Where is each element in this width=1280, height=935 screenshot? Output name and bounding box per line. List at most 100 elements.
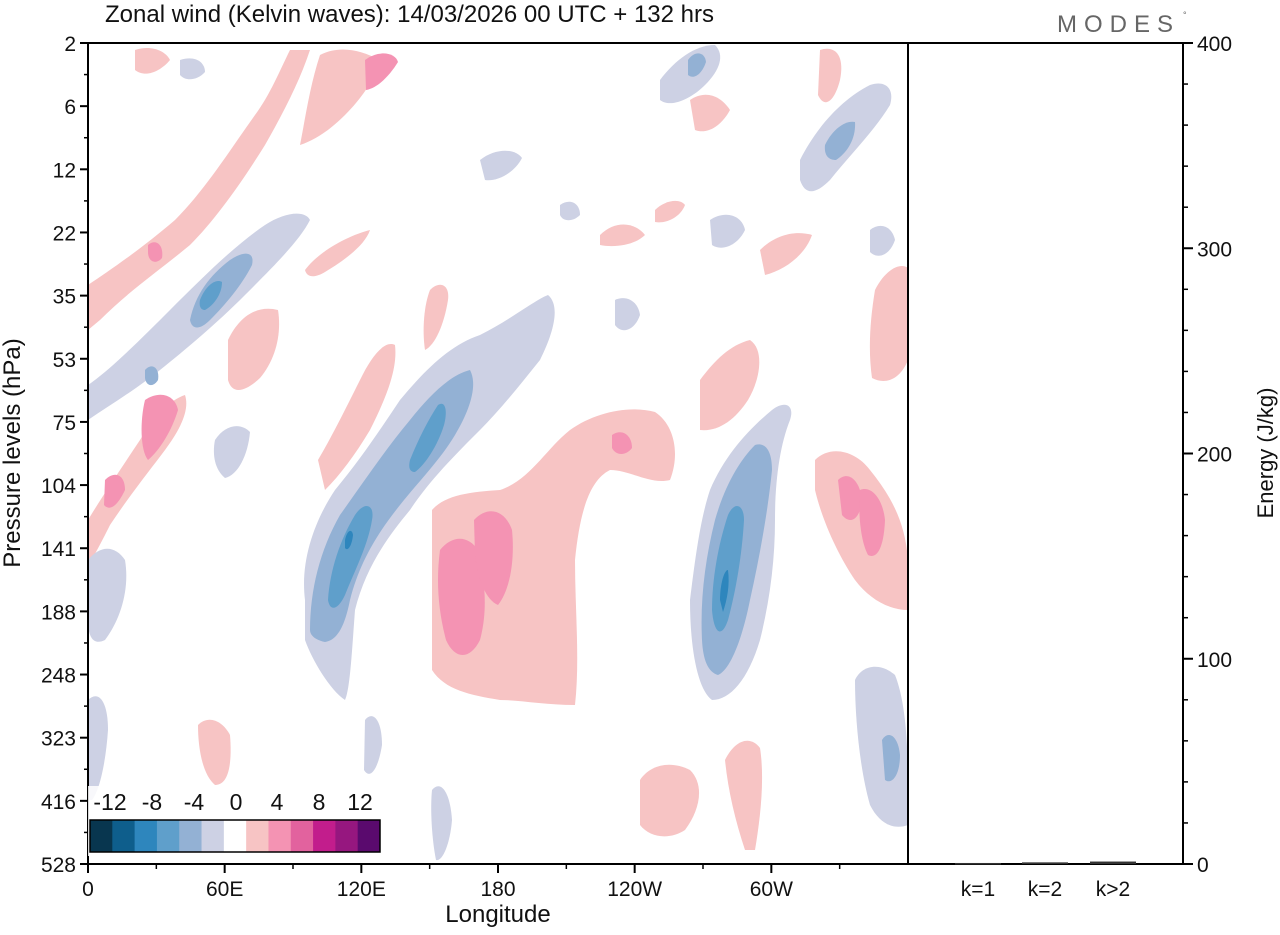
colorbar-swatch <box>313 820 336 852</box>
pos-core-top <box>365 53 398 90</box>
pos-core-east <box>838 476 862 520</box>
neg-mid-small-left <box>145 366 159 386</box>
pos-core-small-left <box>148 242 163 262</box>
neg-area-main-west <box>304 295 555 700</box>
energy-bar <box>1090 861 1136 864</box>
pos-area-south-stream <box>318 344 396 490</box>
neg-extreme-east <box>720 570 729 612</box>
x-tick-label: 120E <box>337 878 386 901</box>
neg-core-main-east <box>712 505 744 632</box>
colorbar-swatch <box>90 820 113 852</box>
pos-core-west-lower <box>104 474 125 508</box>
colorbar-swatch <box>201 820 225 852</box>
neg-area-mid-right <box>710 214 745 248</box>
neg-area-upper-center <box>560 201 580 221</box>
energy-category-label: k=2 <box>1028 878 1062 901</box>
x-tick-label: 60W <box>750 878 793 901</box>
y-tick-label: 35 <box>53 286 76 309</box>
y-tick-label: 6 <box>64 96 76 119</box>
colorbar-label: -8 <box>142 789 162 815</box>
neg-core-main-west <box>328 505 373 608</box>
x-axis-longitude: 0 60E 120E 180 120W 60W <box>82 864 841 901</box>
neg-area-top-left <box>180 58 205 80</box>
pos-area-top-left <box>135 48 170 74</box>
pos-area-top-edge <box>818 48 842 103</box>
brand-logo: MODES <box>1057 11 1180 38</box>
neg-area-bottom-mid-left <box>364 716 382 774</box>
pos-area-mid-streak <box>423 284 449 350</box>
pos-area-upper-tongue <box>305 230 370 277</box>
y-tick-label: 416 <box>41 791 76 814</box>
y-tick-label: 75 <box>53 412 76 435</box>
colorbar-label: 4 <box>271 789 284 815</box>
pos-area-central-blob <box>432 409 675 705</box>
colorbar-swatch <box>156 820 180 852</box>
colorbar-swatch <box>179 820 203 852</box>
pos-area-bottom-right <box>725 740 763 850</box>
neg-mid-top <box>688 53 706 77</box>
positive-light-areas <box>88 48 908 850</box>
energy-axis-label: Energy (J/kg) <box>1253 388 1278 519</box>
y-tick-label: 2 <box>64 33 76 56</box>
energy-tick-label: 200 <box>1197 444 1232 467</box>
colorbar-swatch <box>290 820 314 852</box>
y-tick-label: 323 <box>41 728 76 751</box>
colorbar-outline <box>89 819 381 853</box>
colorbar-label: 12 <box>347 789 373 815</box>
x-tick-label: 180 <box>480 878 515 901</box>
y-tick-label: 104 <box>41 475 76 498</box>
energy-tick-label: 400 <box>1197 33 1232 56</box>
pos-area-mid-upper <box>300 49 380 145</box>
y-tick-label: 528 <box>41 854 76 877</box>
negative-extreme-areas <box>345 530 729 612</box>
x-tick-label: 0 <box>82 878 94 901</box>
colorbar-swatch <box>246 820 269 852</box>
y-tick-label: 141 <box>41 538 76 561</box>
y-tick-label: 53 <box>53 349 76 372</box>
neg-area-upper-mid <box>480 150 522 181</box>
energy-tick-label: 0 <box>1197 854 1209 877</box>
neg-area-lower-left <box>213 426 250 478</box>
x-tick-label: 60E <box>206 878 243 901</box>
pos-area-east-upper <box>869 266 908 381</box>
energy-category-label: k=1 <box>961 878 995 901</box>
neg-area-east-column <box>855 666 908 827</box>
neg-area-upper-right-edge <box>870 225 895 256</box>
pos-area-bottom-left <box>198 719 231 785</box>
energy-category-label: k>2 <box>1096 878 1130 901</box>
colorbar-swatch <box>268 820 292 852</box>
y-axis-label: Pressure levels (hPa) <box>0 338 26 567</box>
brand-mark: ° <box>1183 10 1187 20</box>
colorbar-label: 8 <box>313 789 326 815</box>
pos-core-west-low <box>141 394 178 460</box>
colorbar-label: -12 <box>93 789 126 815</box>
pos-area-west-band <box>88 50 310 330</box>
energy-tick-label: 300 <box>1197 238 1232 261</box>
pos-area-mid-left <box>228 308 280 390</box>
y-tick-label: 188 <box>41 601 76 624</box>
y-tick-label: 22 <box>53 222 76 245</box>
neg-area-bottom-center <box>431 786 452 861</box>
pos-core-upper-right <box>612 432 632 454</box>
colorbar-swatch <box>112 820 136 852</box>
energy-x-axis: k=1 k=2 k>2 <box>961 878 1130 901</box>
neg-area-small-center <box>615 298 640 331</box>
negative-dark-areas <box>199 281 744 632</box>
pos-core-central-east <box>474 511 513 605</box>
neg-area-bottom-left <box>88 696 108 800</box>
colorbar-swatch <box>357 820 381 852</box>
neg-extreme-west <box>345 530 353 550</box>
colorbar-swatch <box>223 820 247 852</box>
colorbar-swatches <box>89 819 381 853</box>
neg-mid-upper-right <box>824 121 856 160</box>
colorbar-label: -4 <box>184 789 205 815</box>
pos-area-upper-mid <box>655 200 685 223</box>
y-tick-label: 248 <box>41 665 76 688</box>
y-axis-pressure: 2 6 12 22 35 53 75 104 141 188 248 323 416 528 <box>41 33 88 877</box>
y-tick-label: 12 <box>53 159 76 182</box>
pos-core-east-right <box>859 489 885 556</box>
neg-core-upper-west <box>199 281 222 310</box>
energy-bar <box>1022 862 1068 864</box>
